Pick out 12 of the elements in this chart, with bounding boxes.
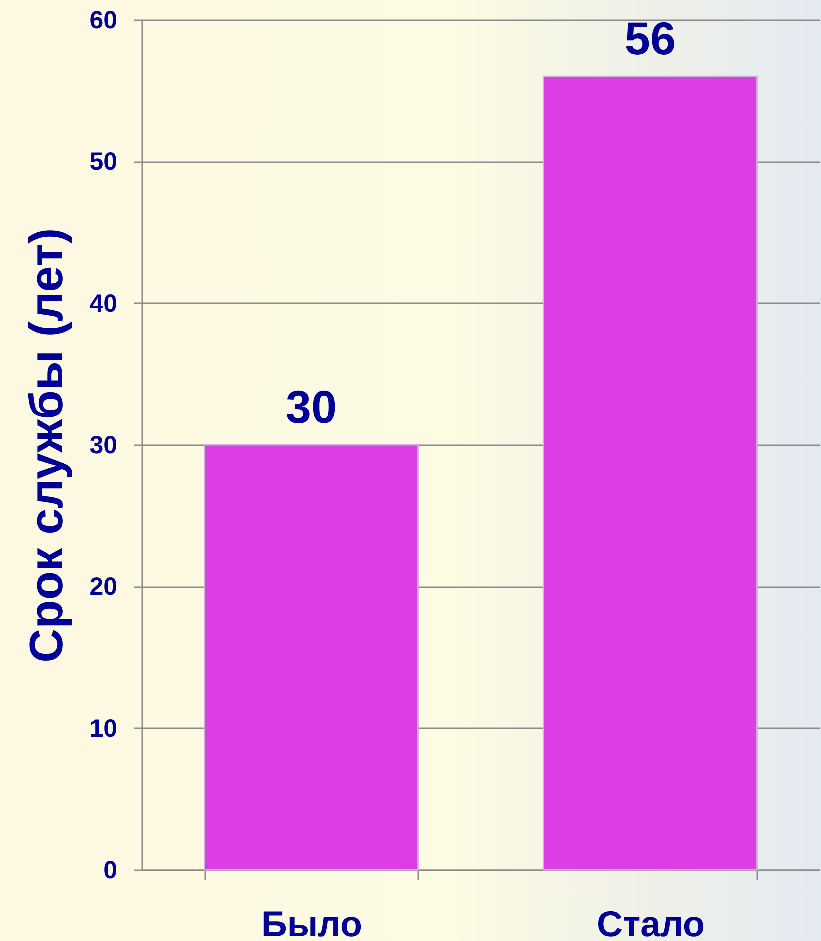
y-tick-label: 10 [90, 714, 118, 743]
y-tick-label: 60 [90, 6, 118, 34]
y-tick-label: 20 [90, 573, 118, 602]
y-tick-label: 40 [90, 290, 118, 318]
y-tick-label: 50 [90, 148, 118, 176]
x-tick-label: Стало [596, 904, 706, 941]
data-label: 56 [624, 12, 676, 65]
data-label: 30 [286, 381, 338, 433]
x-tick-label: Было [261, 904, 363, 941]
y-axis-title: Срок службы (лет) [20, 228, 72, 663]
y-tick-label: 0 [104, 856, 118, 884]
y-tick-label: 30 [90, 432, 118, 460]
